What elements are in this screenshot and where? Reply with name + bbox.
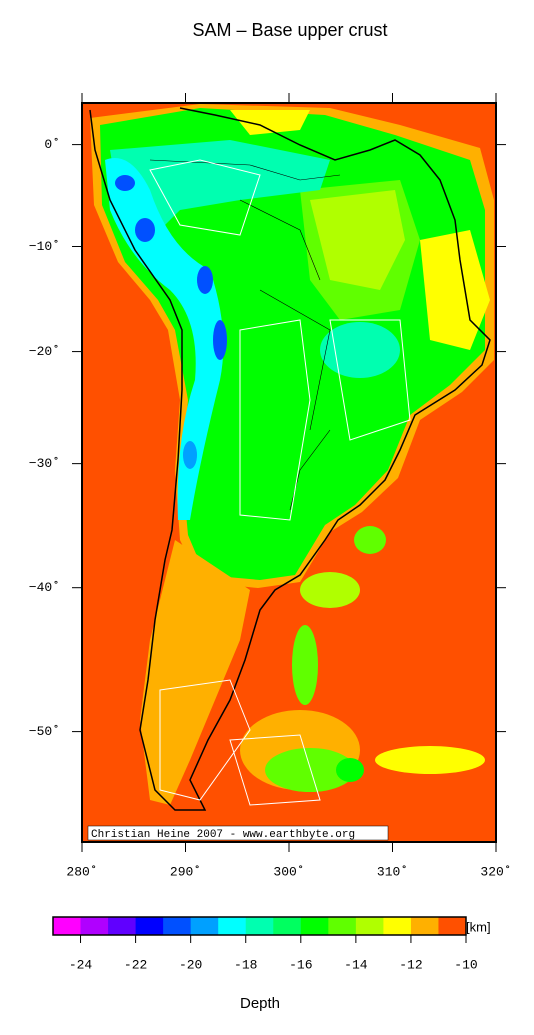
- guiana: [230, 110, 310, 135]
- y-tick-label: −20˚: [29, 344, 60, 359]
- credit: Christian Heine 2007 - www.earthbyte.org: [91, 829, 355, 841]
- colorbar-bin: [328, 917, 357, 935]
- x-tick-label: 300˚: [273, 864, 304, 879]
- colorbar-tick-label: -14: [344, 957, 368, 972]
- shield-core: [310, 190, 405, 290]
- shelf-blob: [354, 526, 386, 554]
- colorbar-label: Depth: [240, 995, 280, 1012]
- colorbar-bin: [355, 917, 384, 935]
- y-tick-label: −50˚: [29, 724, 60, 739]
- malvinas-basin: [265, 748, 355, 792]
- colorbar-bin: [163, 917, 192, 935]
- colorbar-bin: [245, 917, 274, 935]
- colorbar-bin: [218, 917, 247, 935]
- colorbar-tick-label: -10: [454, 957, 477, 972]
- colorbar-tick-label: -22: [124, 957, 147, 972]
- colorbar-bin: [300, 917, 329, 935]
- terrane-outlines: [149, 159, 411, 806]
- coastal-belt: [420, 230, 490, 350]
- colorbar-bin: [135, 917, 164, 935]
- malvinas-core: [336, 758, 364, 782]
- scotia-ridge: [375, 746, 485, 774]
- x-tick-label: 280˚: [66, 864, 97, 879]
- map-field: Christian Heine 2007 - www.earthbyte.org: [82, 103, 496, 842]
- credit-box: [87, 825, 389, 841]
- colorbar-tick-label: -20: [179, 957, 202, 972]
- colorbar-bin: [80, 917, 109, 935]
- southern-andes: [140, 540, 250, 805]
- colorbar-bin: [190, 917, 219, 935]
- colorbar-bin: [108, 917, 137, 935]
- shelf-blob: [300, 572, 360, 608]
- deep-spot: [115, 175, 135, 191]
- colorbar-frame: [52, 916, 467, 936]
- x-tick-label: 290˚: [170, 864, 201, 879]
- y-tick-label: −40˚: [29, 580, 60, 595]
- y-tick-label: 0˚: [44, 137, 60, 152]
- colorbar-tick-label: -16: [289, 957, 312, 972]
- colorbar-bin: [53, 917, 82, 935]
- colorbar-bin: [273, 917, 302, 935]
- colorbar-bin: [410, 917, 439, 935]
- colorbar-bin: [438, 917, 467, 935]
- x-tick-label: 310˚: [377, 864, 408, 879]
- deep-spot: [183, 441, 197, 469]
- amazon-belt: [110, 140, 330, 240]
- map-title: SAM – Base upper crust: [192, 20, 387, 40]
- colorbar-bin: [383, 917, 412, 935]
- colorbar-tick-label: -24: [69, 957, 93, 972]
- shelf-blob: [292, 625, 318, 705]
- y-tick-label: −30˚: [29, 456, 60, 471]
- rivers: [149, 159, 341, 511]
- colorbar-unit: [km]: [466, 919, 491, 934]
- deep-spot: [135, 218, 155, 242]
- colorbar-tick-label: -12: [399, 957, 422, 972]
- colorbar-tick-label: -18: [234, 957, 257, 972]
- y-tick-label: −10˚: [29, 239, 60, 254]
- coastline: [89, 107, 491, 811]
- parana-basin: [320, 322, 400, 378]
- x-tick-label: 320˚: [480, 864, 511, 879]
- deep-spot: [213, 320, 227, 360]
- deep-spot: [197, 266, 213, 294]
